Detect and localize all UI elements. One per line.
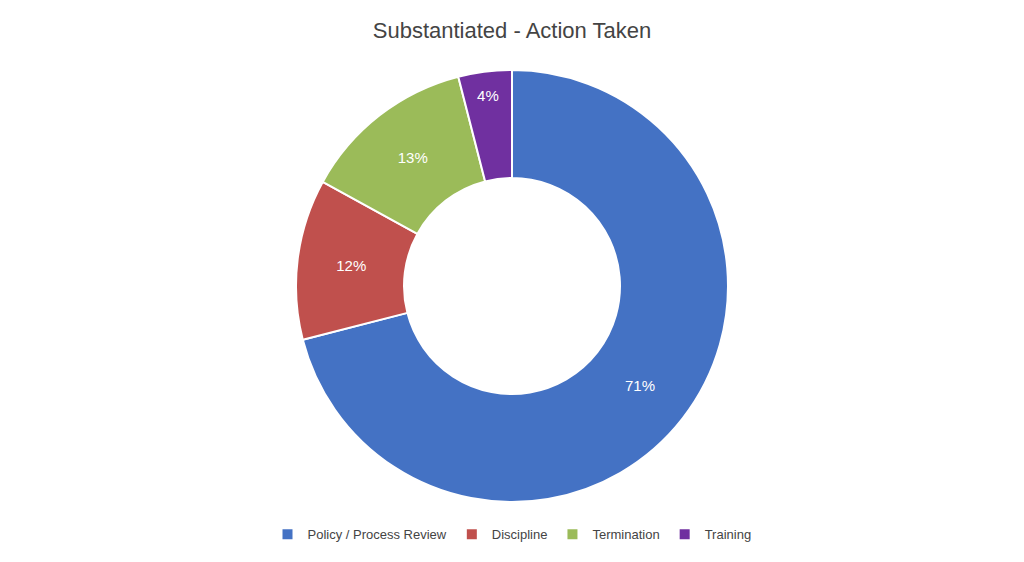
svg-text:13%: 13% bbox=[398, 149, 428, 166]
svg-text:Termination: Termination bbox=[592, 527, 659, 542]
svg-text:71%: 71% bbox=[625, 377, 655, 394]
svg-text:Training: Training bbox=[705, 527, 751, 542]
svg-text:Substantiated - Action Taken: Substantiated - Action Taken bbox=[373, 18, 651, 43]
svg-text:12%: 12% bbox=[336, 257, 366, 274]
svg-text:Discipline: Discipline bbox=[492, 527, 548, 542]
svg-text:Policy / Process Review: Policy / Process Review bbox=[308, 527, 447, 542]
svg-text:4%: 4% bbox=[477, 87, 499, 104]
